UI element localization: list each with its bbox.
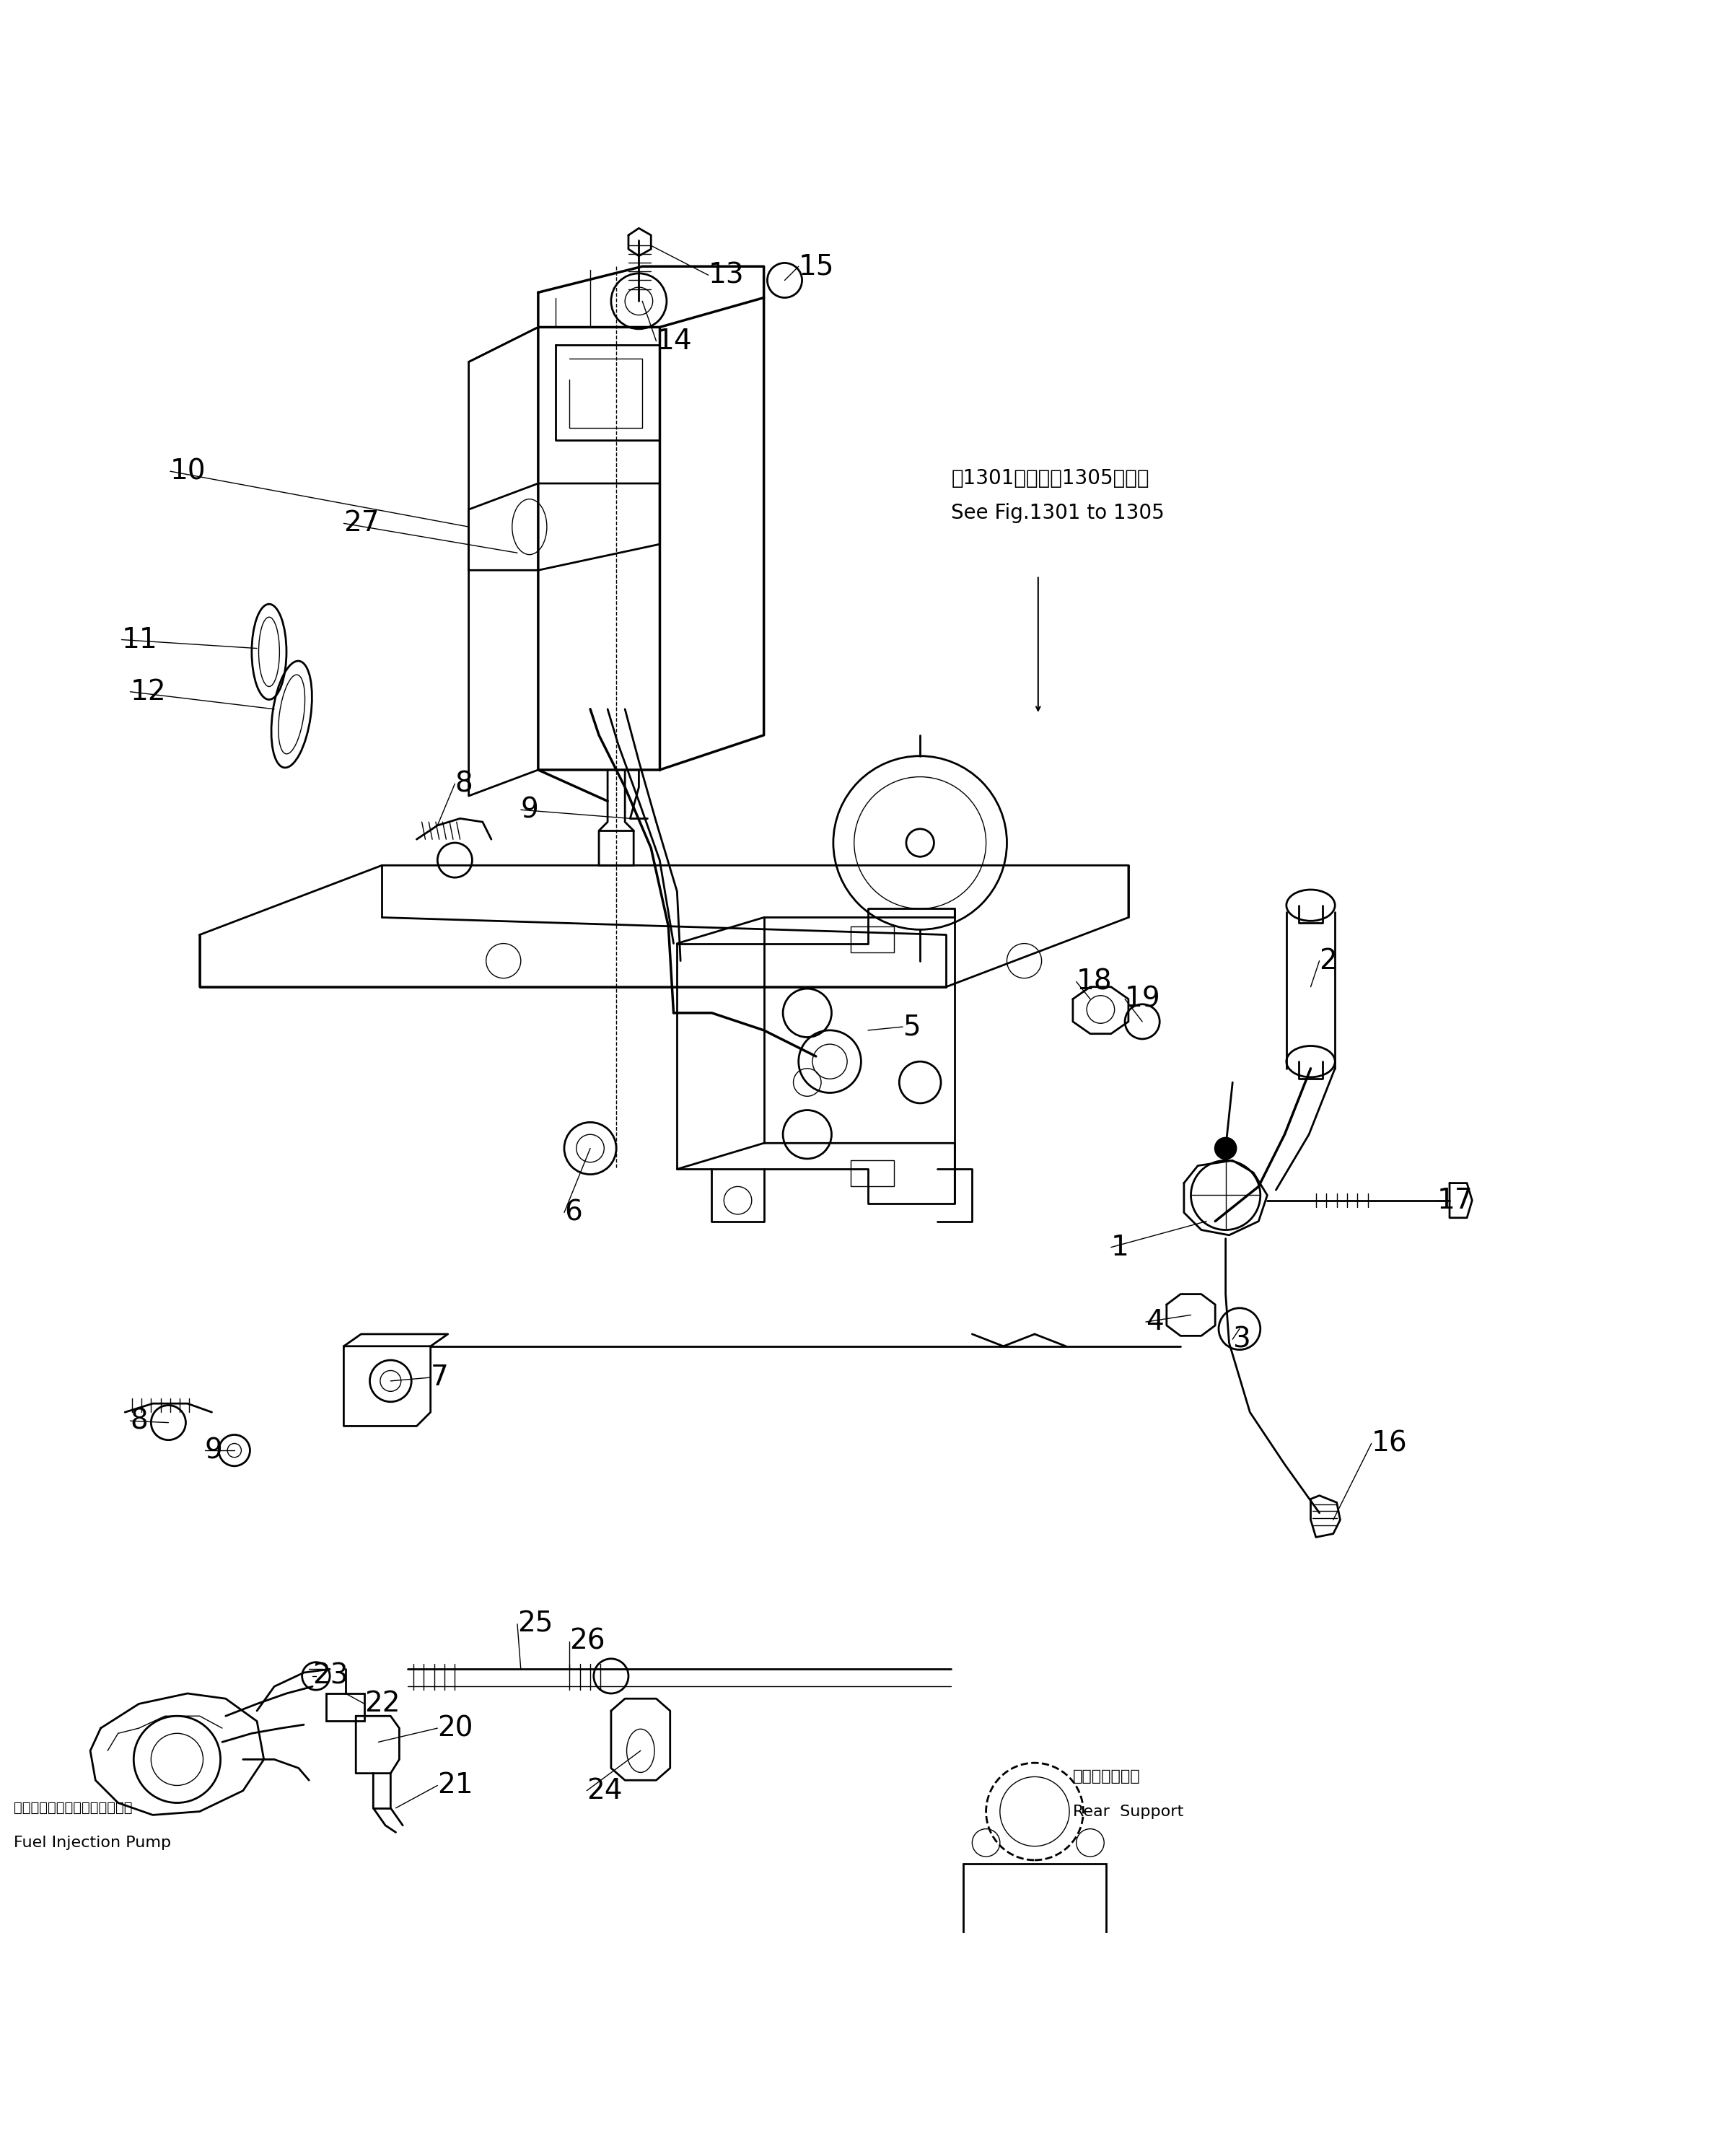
Text: 1: 1 (1111, 1233, 1128, 1261)
Text: Fuel Injection Pump: Fuel Injection Pump (14, 1836, 172, 1851)
Bar (851, 1161, 894, 1186)
Text: 13: 13 (708, 262, 745, 290)
Text: 15: 15 (799, 253, 835, 281)
Text: 8: 8 (130, 1408, 148, 1436)
Circle shape (1215, 1137, 1236, 1159)
Text: 6: 6 (564, 1199, 582, 1227)
Text: 11: 11 (122, 626, 158, 654)
Text: 22: 22 (365, 1689, 401, 1717)
Text: 26: 26 (569, 1627, 606, 1655)
Text: See Fig.1301 to 1305: See Fig.1301 to 1305 (951, 503, 1165, 524)
Text: 14: 14 (656, 328, 693, 356)
Text: 10: 10 (170, 458, 207, 486)
Text: 12: 12 (130, 677, 167, 705)
Text: 17: 17 (1437, 1186, 1474, 1214)
Text: フェルインジェクションポンプ: フェルインジェクションポンプ (14, 1802, 132, 1815)
Text: 27: 27 (344, 509, 380, 537)
Text: 23: 23 (312, 1661, 349, 1689)
Text: 2: 2 (1319, 948, 1337, 976)
Text: 16: 16 (1371, 1429, 1408, 1457)
Text: 3: 3 (1233, 1325, 1250, 1353)
Text: 9: 9 (521, 797, 538, 824)
Text: 5: 5 (903, 1014, 920, 1042)
Text: リヤーサポート: リヤーサポート (1073, 1770, 1141, 1785)
Text: 第1301図から第1305図参照: 第1301図から第1305図参照 (951, 469, 1149, 488)
Text: 7: 7 (431, 1363, 448, 1391)
Text: 4: 4 (1146, 1308, 1163, 1336)
Text: 24: 24 (587, 1776, 623, 1804)
Text: 8: 8 (455, 771, 472, 797)
Text: 9: 9 (205, 1438, 222, 1463)
Text: 19: 19 (1125, 986, 1161, 1012)
Bar (851, 927, 894, 952)
Bar (963, 1864, 1106, 1981)
Text: 20: 20 (437, 1715, 474, 1742)
Text: 25: 25 (517, 1610, 554, 1638)
Text: 21: 21 (437, 1772, 474, 1800)
Bar (326, 1693, 365, 1721)
Text: 18: 18 (1076, 967, 1113, 995)
Text: Rear  Support: Rear Support (1073, 1804, 1184, 1819)
